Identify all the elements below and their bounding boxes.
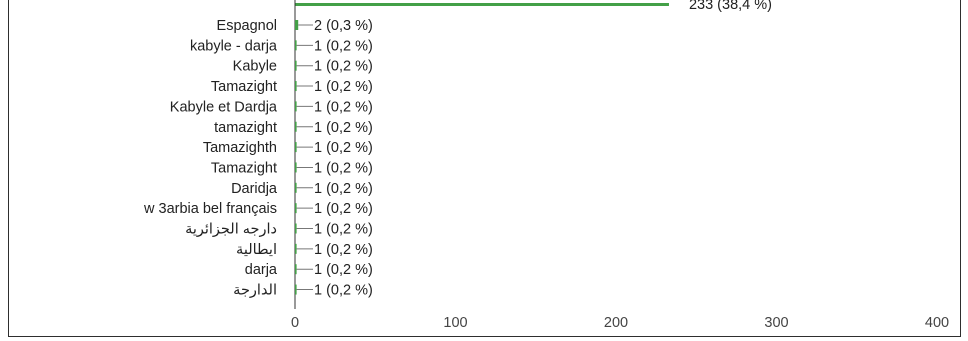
chart-frame <box>8 0 961 337</box>
category-label: الدارجة <box>233 283 277 299</box>
bar <box>295 40 297 51</box>
bar <box>295 182 297 193</box>
bar <box>295 81 297 92</box>
bar-value-label: 1 (0,2 %) <box>314 99 373 115</box>
x-tick-label: 300 <box>764 315 788 331</box>
bar <box>295 243 297 254</box>
category-label: Tamazighth <box>203 140 277 156</box>
x-tick-label: 100 <box>443 315 467 331</box>
bar-value-label: 1 (0,2 %) <box>314 120 373 136</box>
bar <box>295 142 297 153</box>
bar-label-partial-top: 233 (38,4 %) <box>689 0 772 13</box>
bar <box>295 264 297 275</box>
bar-value-label: 2 (0,3 %) <box>314 18 373 34</box>
category-label: w 3arbia bel français <box>143 201 277 217</box>
bar <box>295 162 297 173</box>
category-label: Tamazight <box>211 79 277 95</box>
bar-value-label: 1 (0,2 %) <box>314 283 373 299</box>
bar <box>295 223 297 234</box>
bar-value-label: 1 (0,2 %) <box>314 222 373 238</box>
category-label: Kabyle <box>233 59 277 75</box>
bar-value-label: 1 (0,2 %) <box>314 201 373 217</box>
x-tick-label: 0 <box>291 315 299 331</box>
x-tick-label: 200 <box>604 315 628 331</box>
bar-partial-top <box>295 3 669 6</box>
bar-value-label: 1 (0,2 %) <box>314 79 373 95</box>
bar-value-label: 1 (0,2 %) <box>314 140 373 156</box>
bar <box>295 60 297 71</box>
bar-value-label: 1 (0,2 %) <box>314 262 373 278</box>
category-label: Kabyle et Dardja <box>170 99 278 115</box>
bar <box>295 121 297 132</box>
bar <box>295 101 297 112</box>
bar-value-label: 1 (0,2 %) <box>314 160 373 176</box>
category-label: Espagnol <box>217 18 277 34</box>
bar <box>295 203 297 214</box>
bar-value-label: 1 (0,2 %) <box>314 181 373 197</box>
bar-value-label: 1 (0,2 %) <box>314 59 373 75</box>
category-label: Tamazight <box>211 160 277 176</box>
category-label: kabyle - darja <box>190 38 278 54</box>
bar-value-label: 1 (0,2 %) <box>314 242 373 258</box>
category-label: tamazight <box>214 120 277 136</box>
x-tick-label: 400 <box>925 315 949 331</box>
bar <box>295 20 299 30</box>
category-label: ايطالية <box>236 242 277 258</box>
bar-value-label: 1 (0,2 %) <box>314 38 373 54</box>
category-label: darja <box>245 262 278 278</box>
bar <box>295 284 297 295</box>
category-label: دارجه الجزائرية <box>185 222 277 238</box>
category-label: Daridja <box>231 181 278 197</box>
